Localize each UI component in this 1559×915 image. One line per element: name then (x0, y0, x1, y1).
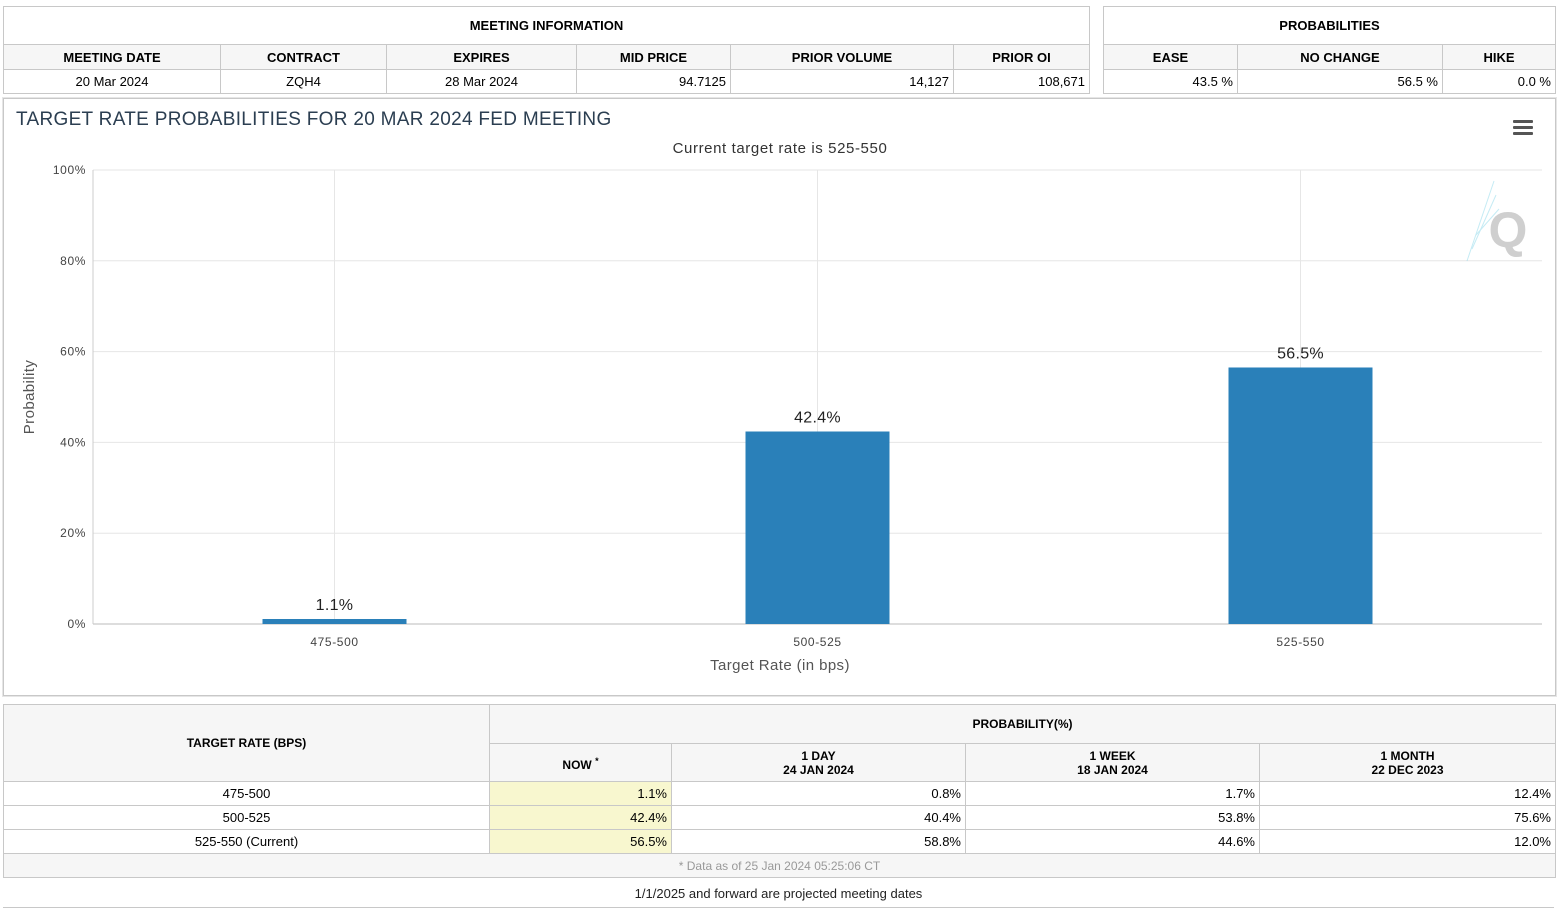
probabilities-title: PROBABILITIES (1103, 6, 1556, 45)
now-footnote-marker: * (595, 755, 599, 766)
prior-volume-value: 14,127 (730, 69, 954, 94)
x-axis-ticks: 475-500 500-525 525-550 (310, 635, 1324, 649)
week-cell: 1.7% (965, 781, 1260, 806)
bar-500-525 (745, 431, 890, 624)
rate-cell: 500-525 (3, 805, 490, 830)
period-label: 1 DAY (801, 748, 836, 763)
y-tick-label: 40% (60, 435, 86, 449)
expires-value: 28 Mar 2024 (386, 69, 577, 94)
y-tick-label: 60% (60, 345, 86, 359)
day-cell: 58.8% (671, 829, 966, 854)
rate-cell: 525-550 (Current) (3, 829, 490, 854)
probabilities-table: PROBABILITIES EASE NO CHANGE HIKE 43.5 %… (1103, 6, 1556, 94)
svg-text:Q: Q (1489, 202, 1528, 258)
y-tick-label: 100% (53, 163, 86, 177)
period-date: 18 JAN 2024 (1077, 762, 1148, 777)
probability-history-table: TARGET RATE (BPS) PROBABILITY(%) NOW * 1… (3, 704, 1556, 878)
y-tick-label: 0% (67, 617, 86, 631)
ease-value: 43.5 % (1103, 69, 1238, 94)
header-now: NOW * (489, 743, 672, 782)
header-ease: EASE (1103, 44, 1238, 70)
header-prior-oi: PRIOR OI (953, 44, 1090, 70)
data-label: 42.4% (794, 410, 841, 427)
y-tick-label: 20% (60, 526, 86, 540)
week-cell: 53.8% (965, 805, 1260, 830)
table-row: 475-500 1.1% 0.8% 1.7% 12.4% (3, 781, 1556, 806)
data-label: 1.1% (316, 597, 354, 614)
bar-475-500 (262, 619, 407, 624)
period-label: 1 MONTH (1380, 748, 1435, 763)
now-cell: 1.1% (489, 781, 672, 806)
chart-subtitle: Current target rate is 525-550 (673, 140, 888, 157)
footer-note: 1/1/2025 and forward are projected meeti… (3, 880, 1554, 908)
month-cell: 75.6% (1259, 805, 1556, 830)
header-prior-volume: PRIOR VOLUME (730, 44, 954, 70)
header-contract: CONTRACT (220, 44, 387, 70)
table-row: 500-525 42.4% 40.4% 53.8% 75.6% (3, 805, 1556, 830)
table-row: 525-550 (Current) 56.5% 58.8% 44.6% 12.0… (3, 829, 1556, 854)
header-expires: EXPIRES (386, 44, 577, 70)
header-target-rate: TARGET RATE (BPS) (3, 704, 490, 782)
header-hike: HIKE (1442, 44, 1556, 70)
x-axis-title: Target Rate (in bps) (710, 657, 850, 674)
chart-bars (262, 367, 1373, 624)
period-label: 1 WEEK (1089, 748, 1136, 763)
x-tick-label: 525-550 (1276, 635, 1324, 649)
day-cell: 40.4% (671, 805, 966, 830)
meeting-information-title: MEETING INFORMATION (3, 6, 1090, 45)
mid-price-value: 94.7125 (576, 69, 731, 94)
data-timestamp-note: * Data as of 25 Jan 2024 05:25:06 CT (3, 853, 1556, 878)
quikstrike-q-logo: Q (1466, 180, 1528, 262)
chart-panel: TARGET RATE PROBABILITIES FOR 20 MAR 202… (3, 98, 1556, 696)
bar-525-550 (1228, 367, 1373, 624)
target-rate-chart: TARGET RATE PROBABILITIES FOR 20 MAR 202… (16, 109, 1542, 674)
rate-cell: 475-500 (3, 781, 490, 806)
y-tick-label: 80% (60, 254, 86, 268)
header-mid-price: MID PRICE (576, 44, 731, 70)
contract-value: ZQH4 (220, 69, 387, 94)
chart-data-labels: 1.1% 42.4% 56.5% (316, 345, 1324, 614)
now-cell: 56.5% (489, 829, 672, 854)
header-probability: PROBABILITY(%) (489, 704, 1556, 744)
week-cell: 44.6% (965, 829, 1260, 854)
now-label: NOW (562, 757, 592, 772)
no-change-value: 56.5 % (1237, 69, 1443, 94)
period-date: 24 JAN 2024 (783, 762, 854, 777)
day-cell: 0.8% (671, 781, 966, 806)
y-axis-ticks: 0% 20% 40% 60% 80% 100% (53, 163, 86, 631)
meeting-information-table: MEETING INFORMATION MEETING DATE CONTRAC… (3, 6, 1090, 94)
x-tick-label: 475-500 (310, 635, 358, 649)
header-no-change: NO CHANGE (1237, 44, 1443, 70)
now-cell: 42.4% (489, 805, 672, 830)
period-date: 22 DEC 2023 (1371, 762, 1444, 777)
header-meeting-date: MEETING DATE (3, 44, 221, 70)
header-1-week: 1 WEEK 18 JAN 2024 (965, 743, 1260, 782)
x-tick-label: 500-525 (793, 635, 841, 649)
meeting-date-value: 20 Mar 2024 (3, 69, 221, 94)
header-1-day: 1 DAY 24 JAN 2024 (671, 743, 966, 782)
prior-oi-value: 108,671 (953, 69, 1090, 94)
data-label: 56.5% (1277, 345, 1324, 362)
month-cell: 12.4% (1259, 781, 1556, 806)
header-1-month: 1 MONTH 22 DEC 2023 (1259, 743, 1556, 782)
chart-title: TARGET RATE PROBABILITIES FOR 20 MAR 202… (16, 109, 612, 130)
hamburger-menu-icon[interactable] (1513, 120, 1533, 136)
y-axis-title: Probability (21, 360, 38, 435)
hike-value: 0.0 % (1442, 69, 1556, 94)
month-cell: 12.0% (1259, 829, 1556, 854)
